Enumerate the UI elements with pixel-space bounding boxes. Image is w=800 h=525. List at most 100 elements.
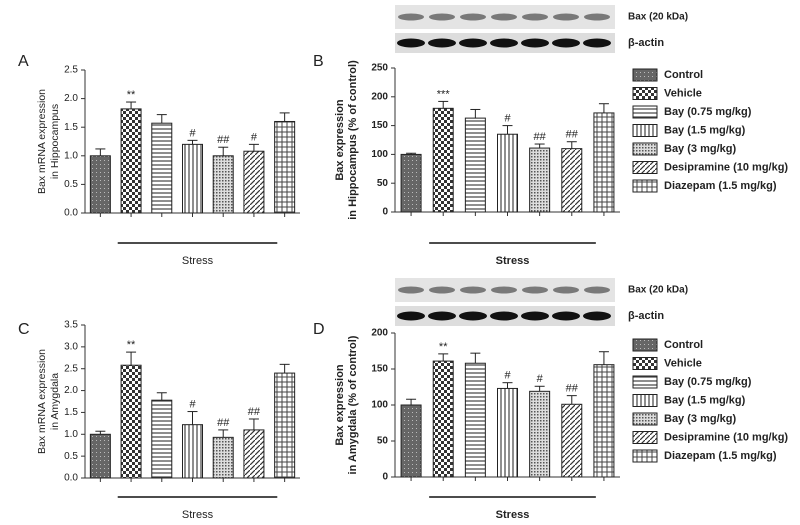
blot-label: Bax (20 kDa)	[628, 285, 688, 296]
blot-label: β-actin	[628, 310, 664, 322]
y-tick-label: 2.0	[64, 385, 78, 396]
legend-swatch	[632, 394, 658, 407]
y-axis-label: in Amygdala (% of control)	[347, 335, 359, 474]
y-tick-label: 3.5	[64, 320, 78, 331]
y-tick-label: 1.5	[64, 122, 78, 133]
blot-band	[397, 38, 425, 48]
blot-band	[490, 38, 518, 48]
stress-label: Stress	[496, 509, 530, 521]
bar	[497, 387, 518, 478]
bar	[212, 155, 234, 214]
y-tick-label: 2.0	[64, 93, 78, 104]
significance-label: **	[127, 89, 136, 101]
legend-label: Bay (1.5 mg/kg)	[664, 394, 746, 406]
y-tick-label: 1.0	[64, 429, 78, 440]
blot-band	[398, 13, 424, 21]
y-tick-label: 0	[382, 472, 388, 483]
stress-label: Stress	[182, 509, 214, 521]
significance-label: ##	[534, 131, 547, 143]
y-tick-label: 0	[382, 207, 388, 218]
significance-label: #	[504, 370, 511, 382]
significance-label: ##	[217, 134, 230, 146]
y-axis-label: Bax mRNA expression	[36, 349, 48, 454]
legend-swatch	[632, 179, 658, 193]
y-axis-label: Bax expression	[334, 364, 346, 446]
blot-label: β-actin	[628, 37, 664, 49]
bar	[432, 360, 454, 478]
legend-label: Diazepam (1.5 mg/kg)	[664, 180, 777, 192]
legend-label: Diazepam (1.5 mg/kg)	[664, 450, 777, 462]
bar	[89, 433, 111, 479]
significance-label: ##	[217, 417, 230, 429]
y-tick-label: 50	[377, 178, 389, 189]
blot-band	[460, 286, 486, 294]
bar	[89, 155, 111, 214]
blot-band	[491, 13, 517, 21]
bar	[243, 150, 265, 214]
panel-label: A	[18, 53, 29, 70]
y-tick-label: 0.5	[64, 451, 78, 462]
significance-label: #	[504, 113, 511, 125]
blot-band	[459, 38, 487, 48]
legend-swatch	[632, 161, 658, 174]
significance-label: #	[189, 127, 196, 139]
panel-label: C	[18, 321, 30, 338]
y-tick-label: 0.0	[64, 208, 78, 219]
y-tick-label: 100	[371, 149, 388, 160]
blot-band	[428, 311, 456, 321]
y-axis-label: Bax mRNA expression	[36, 89, 48, 194]
bar	[151, 399, 173, 479]
bar	[529, 147, 551, 213]
y-tick-label: 100	[371, 400, 388, 411]
significance-label: #	[251, 131, 258, 143]
significance-label: ##	[566, 129, 579, 141]
y-axis-label: in Hippocampus	[49, 104, 61, 179]
y-tick-label: 150	[371, 364, 388, 375]
legend-swatch	[632, 68, 658, 82]
legend-swatch	[632, 142, 658, 156]
bar	[593, 112, 615, 213]
blot-band	[553, 13, 579, 21]
blot-band	[553, 286, 579, 294]
legend-swatch	[632, 431, 658, 444]
legend-label: Control	[664, 69, 703, 81]
panel-label: D	[313, 321, 325, 338]
bar	[432, 107, 454, 213]
y-tick-label: 250	[371, 63, 388, 74]
bar	[212, 436, 234, 479]
legend-label: Bay (1.5 mg/kg)	[664, 124, 746, 136]
blot-band	[521, 311, 549, 321]
stress-label: Stress	[496, 255, 530, 267]
legend-label: Bay (0.75 mg/kg)	[664, 376, 752, 388]
blot-band	[491, 286, 517, 294]
stress-label: Stress	[182, 255, 214, 267]
significance-label: **	[439, 341, 448, 353]
significance-label: #	[189, 398, 196, 410]
y-tick-label: 200	[371, 91, 388, 102]
blot-band	[429, 286, 455, 294]
blot-band	[397, 311, 425, 321]
blot-band	[490, 311, 518, 321]
bar	[182, 143, 203, 214]
legend-label: Bay (3 mg/kg)	[664, 413, 736, 425]
y-axis-label: Bax expression	[334, 99, 346, 181]
y-tick-label: 1.0	[64, 150, 78, 161]
y-tick-label: 0.0	[64, 473, 78, 484]
legend-swatch	[632, 124, 658, 137]
significance-label: **	[127, 339, 136, 351]
legend-swatch	[632, 449, 658, 463]
bar	[400, 153, 422, 213]
panel-label: B	[313, 53, 324, 70]
significance-label: ##	[566, 383, 579, 395]
legend-label: Desipramine (10 mg/kg)	[664, 161, 788, 173]
blot-band	[583, 311, 611, 321]
blot-band	[398, 286, 424, 294]
legend-label: Vehicle	[664, 87, 702, 99]
y-tick-label: 2.5	[64, 65, 78, 76]
legend-label: Control	[664, 339, 703, 351]
blot-band	[522, 13, 548, 21]
legend-label: Bay (0.75 mg/kg)	[664, 106, 752, 118]
blot-band	[460, 13, 486, 21]
blot-band	[429, 13, 455, 21]
